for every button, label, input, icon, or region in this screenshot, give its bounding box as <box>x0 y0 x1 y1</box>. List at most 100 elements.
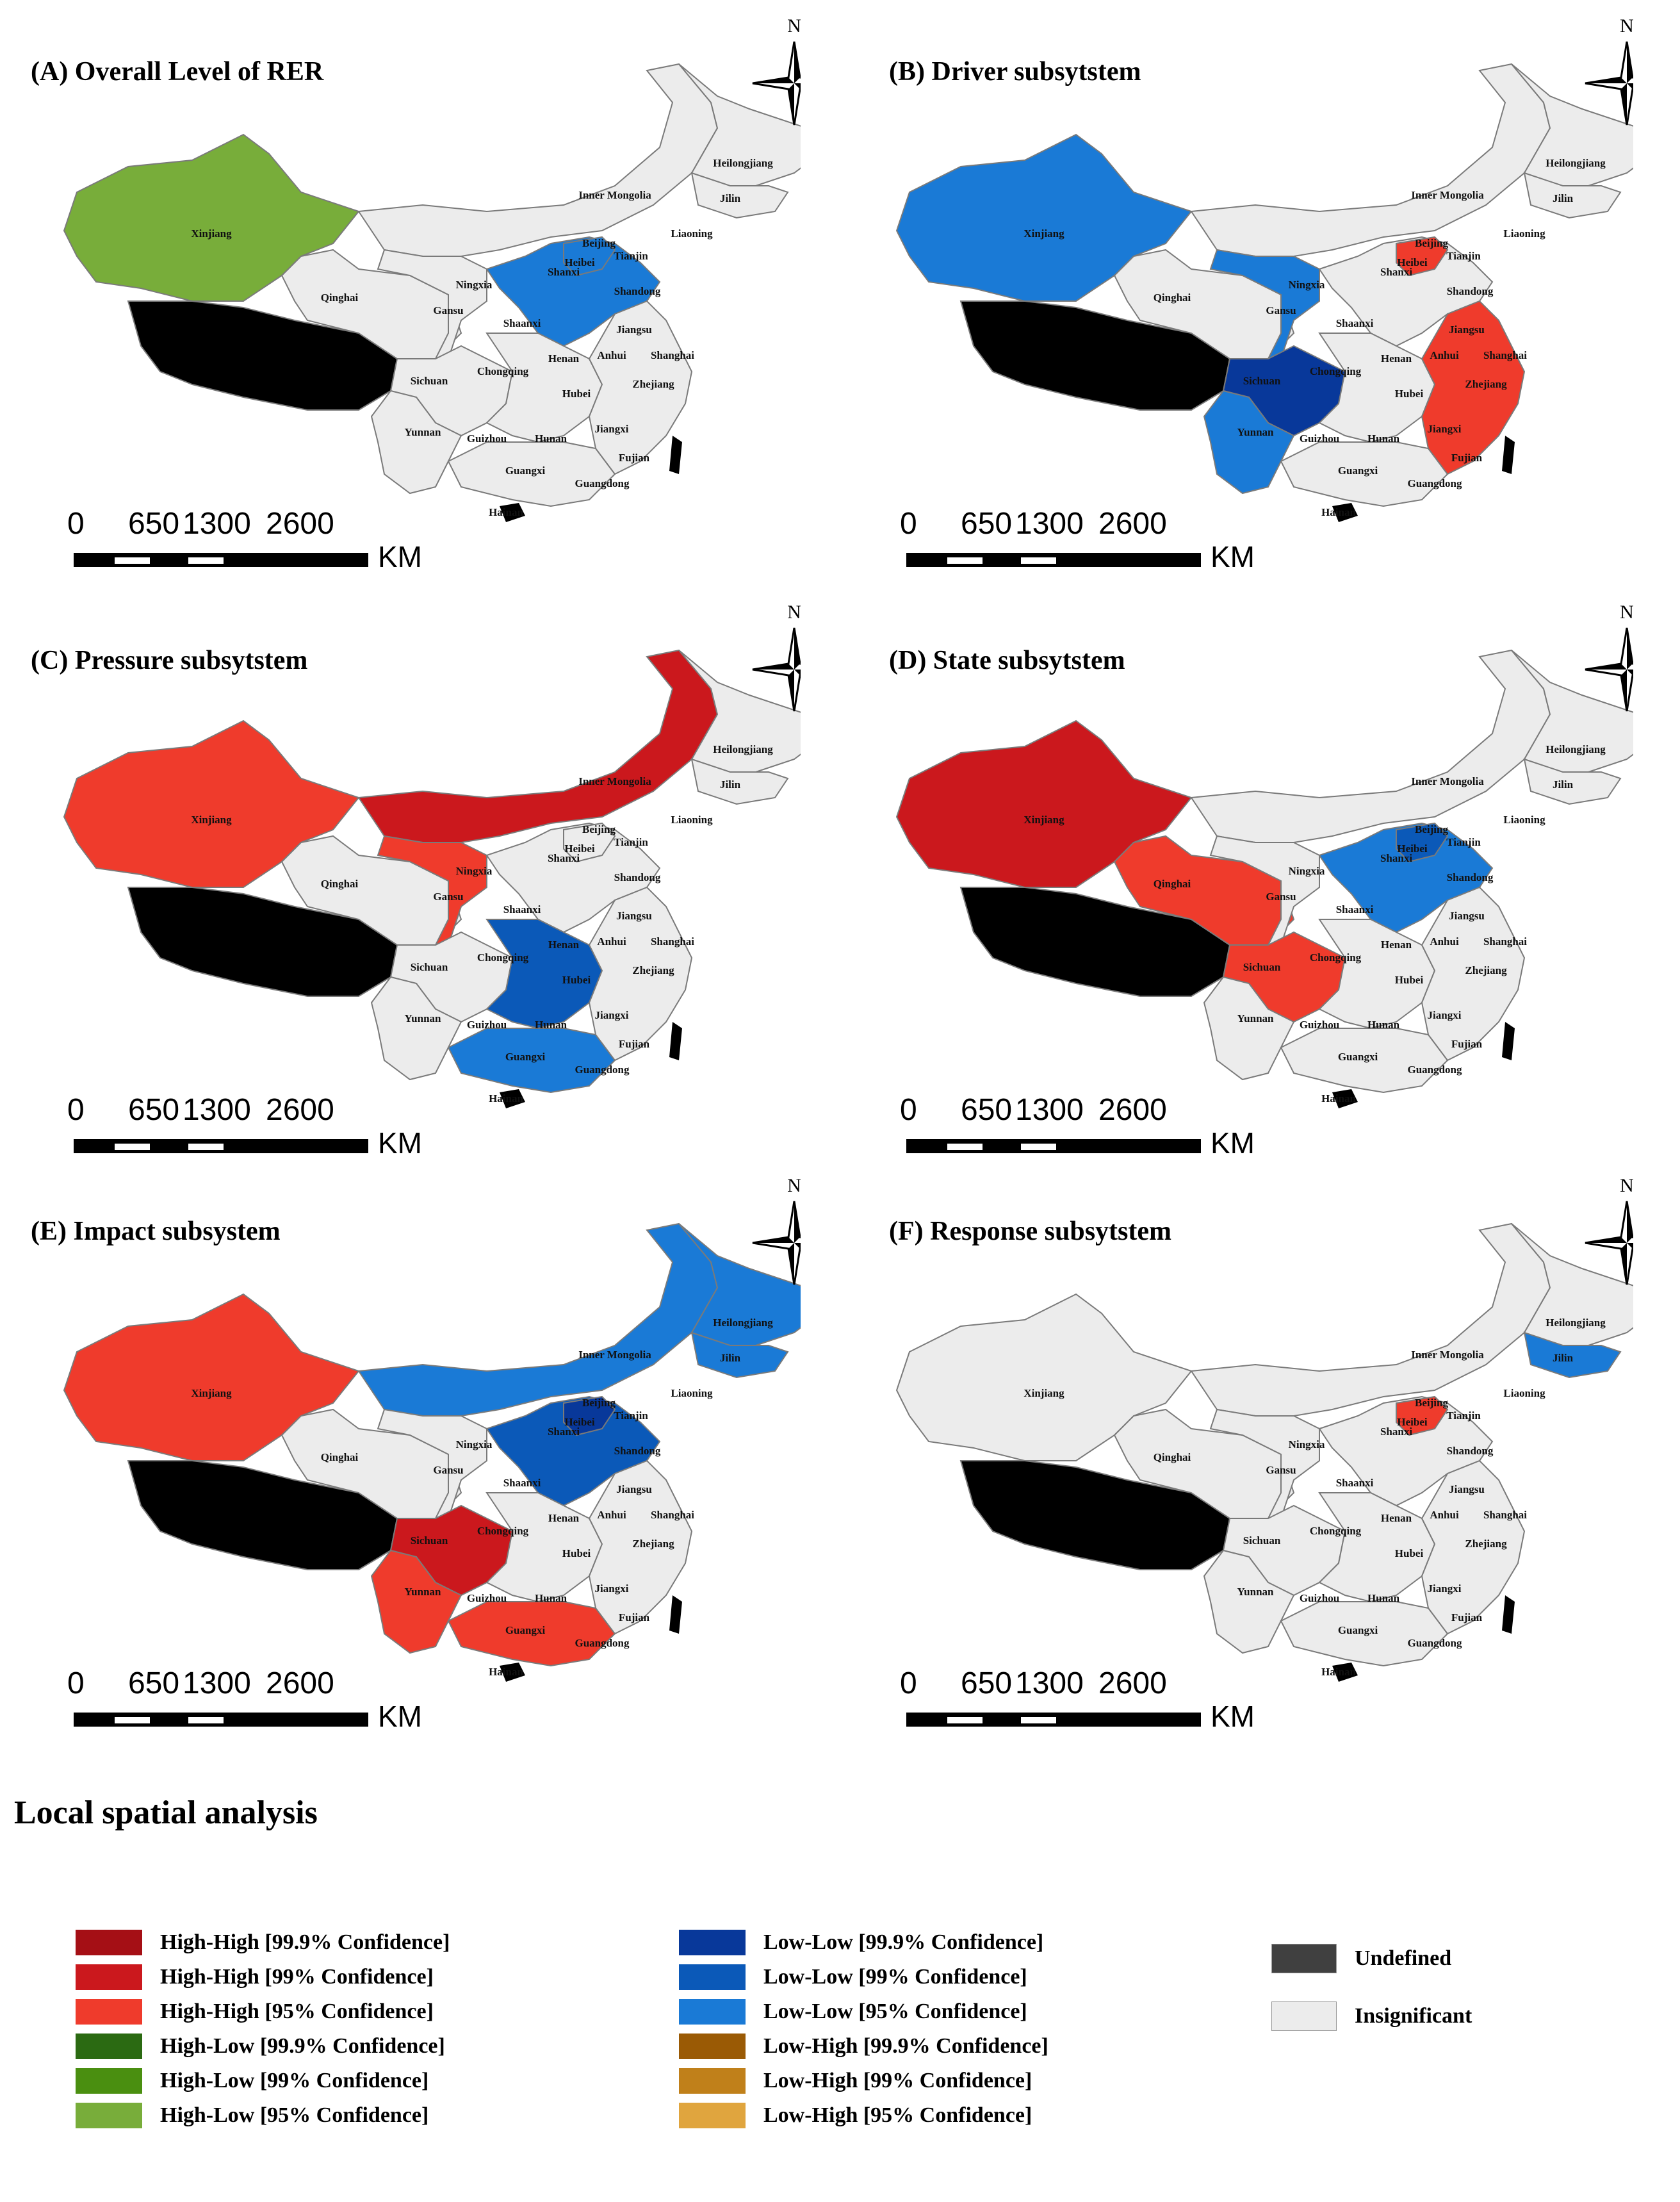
province-label: Ningxia <box>456 865 493 877</box>
province-label: Chongqing <box>477 1525 529 1537</box>
china-map: Heilongjiang Jilin Liaoning Inner Mongolia B… <box>895 15 1633 522</box>
legend-label: High-Low [99% Confidence] <box>160 2069 429 2092</box>
region-jilin <box>690 1331 789 1379</box>
province-label: Shandong <box>614 871 661 883</box>
scale-tick-label: 2600 <box>266 1666 334 1700</box>
province-label: Jilin <box>720 192 741 204</box>
province-label: Jilin <box>1553 778 1574 791</box>
legend-item: High-Low [95% Confidence] <box>76 2101 428 2130</box>
map-panel-b: Heilongjiang Jilin Liaoning Inner Mongolia B… <box>833 0 1633 573</box>
region-tibet <box>959 1460 1231 1570</box>
scale-bar-graphic <box>906 553 1201 567</box>
province-label: Heibei <box>564 256 594 268</box>
province-label: Xinjiang <box>1023 227 1064 240</box>
province-label: Guangdong <box>1407 1064 1462 1076</box>
province-label: Anhui <box>597 349 626 361</box>
region-jilin <box>1523 172 1622 219</box>
province-label: Shanghai <box>651 1509 694 1521</box>
region-yunnan <box>370 976 462 1081</box>
legend-swatch <box>1271 2001 1337 2031</box>
legend-swatch <box>76 1930 142 1955</box>
region-qinghai <box>1113 835 1295 946</box>
province-label: Jilin <box>1553 1352 1574 1364</box>
province-label: Hubei <box>1395 388 1424 400</box>
province-label: Beijing <box>1415 237 1448 249</box>
province-label: Shaanxi <box>503 903 541 916</box>
scale-tick-label: 650 <box>128 1666 180 1700</box>
region-yunnan <box>1203 390 1295 495</box>
province-label: Ningxia <box>1289 279 1325 291</box>
legend-item: High-High [95% Confidence] <box>76 1998 434 2026</box>
province-label: Chongqing <box>477 365 529 377</box>
legend-label: High-Low [95% Confidence] <box>160 2103 429 2127</box>
scale-bar-graphic <box>74 1713 368 1727</box>
region-south <box>1280 441 1449 507</box>
province-label: Henan <box>1381 1512 1412 1524</box>
province-label: Henan <box>548 939 580 951</box>
province-label: Zhejiang <box>1465 1538 1507 1550</box>
province-label: Gansu <box>1266 891 1296 903</box>
taiwan-island <box>669 1595 682 1634</box>
province-label: Shaanxi <box>503 1477 541 1489</box>
scale-unit: KM <box>378 540 422 573</box>
legend-label: High-Low [99.9% Confidence] <box>160 2034 445 2058</box>
north-arrow-icon: N <box>752 15 801 126</box>
province-label: Henan <box>548 1512 580 1524</box>
province-label: Guangxi <box>505 1624 546 1636</box>
legend-item: Undefined <box>1271 1944 1451 1973</box>
scale-tick-label: 0 <box>67 1093 85 1127</box>
legend-swatch <box>679 1999 746 2025</box>
province-label: Gansu <box>433 891 463 903</box>
legend-item: High-High [99% Confidence] <box>76 1963 434 1991</box>
scale-bar: 0 650 1300 2600 KM <box>874 1666 1259 1733</box>
province-label: Fujian <box>619 1611 650 1623</box>
province-label: Tianjin <box>1446 1409 1481 1422</box>
north-arrow-icon: N <box>752 1175 801 1285</box>
province-label: Yunnan <box>1237 426 1274 438</box>
province-label: Qinghai <box>321 292 359 304</box>
province-label: Hunan <box>1367 1019 1400 1031</box>
province-label: Liaoning <box>671 227 713 240</box>
province-label: Hunan <box>535 1019 567 1031</box>
panel-title: (F) Response subsytstem <box>889 1217 1171 1246</box>
region-qinghai <box>281 249 462 359</box>
hainan-island <box>1332 503 1358 522</box>
province-label: Hunan <box>535 1592 567 1604</box>
province-label: Sichuan <box>1243 961 1281 973</box>
province-label: Fujian <box>619 452 650 464</box>
region-inner-mongolia <box>357 1222 719 1417</box>
legend-label: Low-Low [99% Confidence] <box>763 1965 1027 1989</box>
map-panel-a: Heilongjiang Jilin Liaoning Inner Mongolia B… <box>0 0 801 573</box>
province-label: Jilin <box>720 778 741 791</box>
province-label: Sichuan <box>1243 375 1281 387</box>
north-label: N <box>787 602 801 623</box>
region-central <box>1318 333 1436 443</box>
province-label: Jiangxi <box>1428 1009 1462 1021</box>
region-jilin <box>1523 758 1622 805</box>
region-beijing-tianjin <box>563 1395 616 1436</box>
province-label: Zhejiang <box>632 1538 674 1550</box>
province-label: Heibei <box>1397 1416 1427 1428</box>
region-east <box>1421 886 1526 1062</box>
region-central <box>485 333 603 443</box>
province-label: Inner Mongolia <box>1411 189 1484 201</box>
region-northeast <box>678 1223 801 1353</box>
scale-unit: KM <box>378 1700 422 1733</box>
panel-title: (B) Driver subsytstem <box>889 57 1141 86</box>
province-label: Sichuan <box>411 961 448 973</box>
north-arrow-icon: N <box>1585 15 1633 126</box>
region-beijing-tianjin <box>1396 1395 1449 1436</box>
legend-label: Low-Low [95% Confidence] <box>763 2000 1027 2023</box>
province-label: Gansu <box>433 304 463 316</box>
province-label: Xinjiang <box>1023 814 1064 826</box>
region-northeast <box>678 63 801 193</box>
province-label: Guizhou <box>1300 432 1339 445</box>
province-label: Zhejiang <box>632 964 674 976</box>
province-label: Anhui <box>597 1509 626 1521</box>
province-label: Guangdong <box>575 1064 630 1076</box>
legend-label: High-High [99.9% Confidence] <box>160 1930 450 1954</box>
map-panel-e: Heilongjiang Jilin Liaoning Inner Mongolia B… <box>0 1160 801 1733</box>
map-panel-c: Heilongjiang Jilin Liaoning Inner Mongolia B… <box>0 586 801 1160</box>
region-yunnan <box>1203 976 1295 1081</box>
province-label: Heilongjiang <box>713 157 773 169</box>
